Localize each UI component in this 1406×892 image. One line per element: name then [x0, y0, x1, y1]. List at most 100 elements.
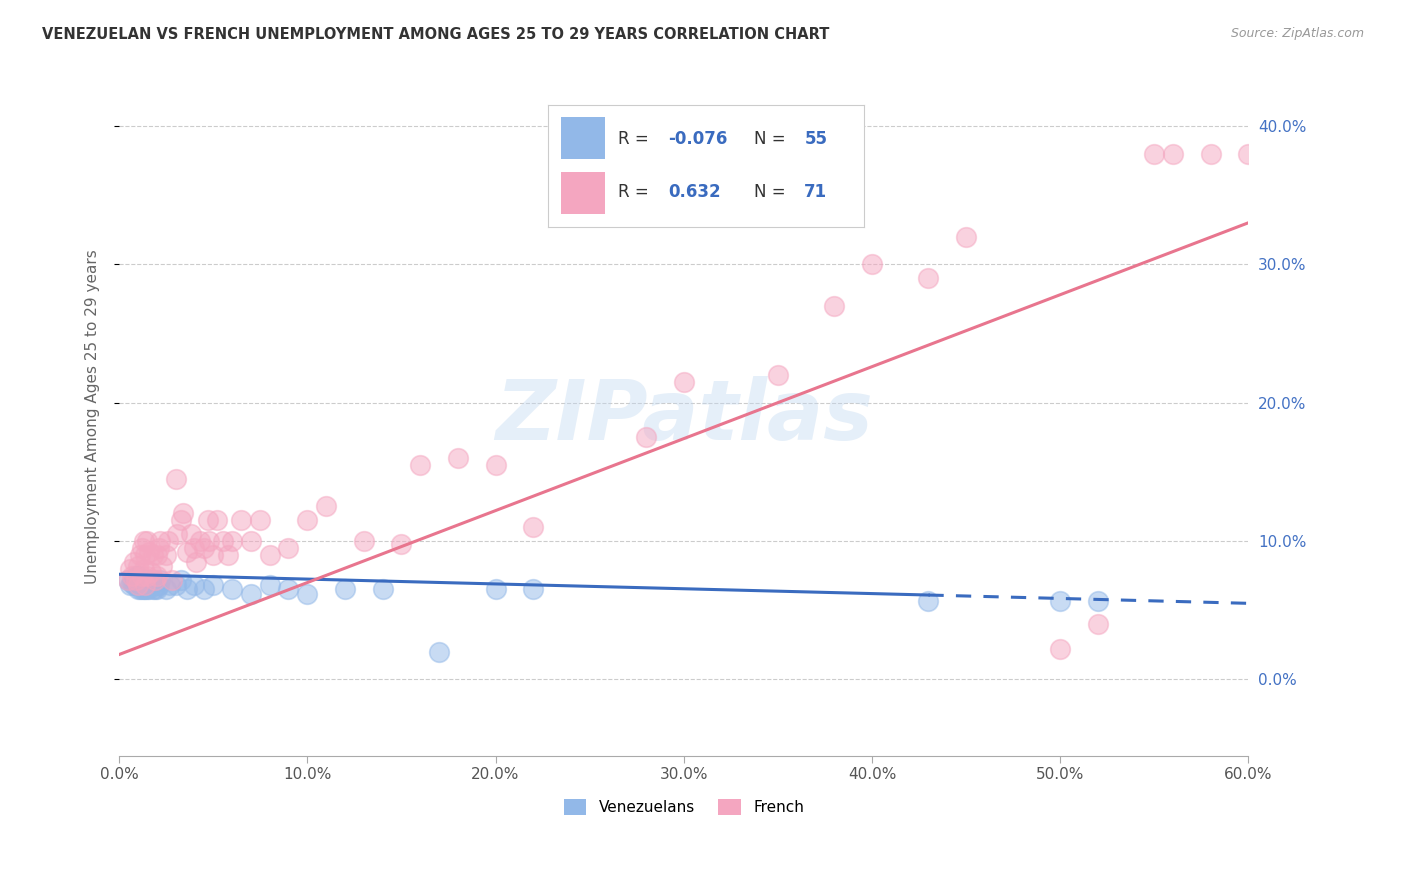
Point: [149, 534, 172, 549]
Point: [132, 534, 155, 549]
Point: [120, 562, 142, 576]
Point: [145, 548, 167, 562]
Point: [1049, 593, 1071, 607]
Point: [221, 582, 243, 597]
Point: [127, 578, 149, 592]
Point: [127, 568, 149, 582]
Point: [221, 534, 243, 549]
Point: [180, 527, 202, 541]
Point: [138, 545, 160, 559]
Point: [125, 568, 148, 582]
Point: [672, 375, 695, 389]
Point: [202, 578, 225, 592]
Point: [297, 587, 319, 601]
Point: [823, 299, 845, 313]
Point: [136, 573, 159, 587]
Point: [143, 573, 166, 587]
Point: [409, 458, 432, 472]
Point: [125, 573, 148, 587]
Point: [121, 568, 143, 582]
Point: [148, 578, 170, 592]
Point: [117, 573, 139, 587]
Point: [138, 573, 160, 587]
Point: [150, 558, 173, 573]
Point: [142, 573, 165, 587]
Point: [132, 562, 155, 576]
Point: [955, 229, 977, 244]
Point: [1199, 146, 1222, 161]
Y-axis label: Unemployment Among Ages 25 to 29 years: Unemployment Among Ages 25 to 29 years: [86, 249, 100, 584]
Point: [138, 582, 160, 597]
Point: [176, 582, 198, 597]
Point: [183, 578, 205, 592]
Point: [1087, 593, 1109, 607]
Point: [197, 513, 219, 527]
Point: [277, 582, 299, 597]
Point: [127, 582, 149, 597]
Point: [155, 582, 177, 597]
Point: [136, 568, 159, 582]
Point: [172, 507, 194, 521]
Point: [139, 565, 162, 579]
Point: [132, 582, 155, 597]
Point: [125, 573, 148, 587]
Point: [198, 534, 221, 549]
Point: [1143, 146, 1166, 161]
Point: [917, 271, 939, 285]
Text: ZIPatlas: ZIPatlas: [495, 376, 873, 457]
Point: [176, 545, 198, 559]
Point: [134, 578, 156, 592]
Point: [155, 548, 177, 562]
Point: [202, 548, 225, 562]
Point: [211, 534, 233, 549]
Point: [122, 578, 145, 592]
Point: [148, 541, 170, 555]
Point: [186, 555, 208, 569]
Point: [1161, 146, 1184, 161]
Point: [145, 582, 167, 597]
Point: [121, 575, 143, 590]
Point: [134, 573, 156, 587]
Point: [122, 555, 145, 569]
Point: [277, 541, 299, 555]
Point: [122, 573, 145, 587]
Point: [766, 368, 789, 382]
Point: [145, 568, 167, 582]
Point: [917, 593, 939, 607]
Point: [636, 430, 658, 444]
Point: [127, 578, 149, 592]
Point: [522, 582, 544, 597]
Point: [522, 520, 544, 534]
Point: [143, 582, 166, 597]
Point: [132, 573, 155, 587]
Point: [315, 500, 337, 514]
Point: [159, 578, 181, 592]
Point: [134, 548, 156, 562]
Text: Source: ZipAtlas.com: Source: ZipAtlas.com: [1230, 27, 1364, 40]
Point: [447, 450, 470, 465]
Point: [188, 534, 211, 549]
Point: [134, 582, 156, 597]
Point: [131, 582, 153, 597]
Point: [353, 534, 375, 549]
Point: [170, 513, 193, 527]
Point: [131, 573, 153, 587]
Point: [127, 558, 149, 573]
Point: [165, 578, 187, 592]
Point: [165, 472, 187, 486]
Point: [142, 582, 165, 597]
Point: [136, 582, 159, 597]
Point: [193, 582, 215, 597]
Point: [259, 578, 281, 592]
Point: [136, 578, 159, 592]
Point: [193, 541, 215, 555]
Point: [484, 582, 506, 597]
Point: [128, 573, 150, 587]
Point: [333, 582, 356, 597]
Point: [371, 582, 394, 597]
Point: [183, 541, 205, 555]
Point: [136, 534, 159, 549]
Point: [297, 513, 319, 527]
Point: [128, 582, 150, 597]
Text: VENEZUELAN VS FRENCH UNEMPLOYMENT AMONG AGES 25 TO 29 YEARS CORRELATION CHART: VENEZUELAN VS FRENCH UNEMPLOYMENT AMONG …: [42, 27, 830, 42]
